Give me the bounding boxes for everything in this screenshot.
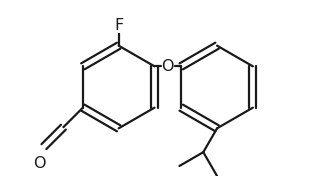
Text: O: O: [162, 59, 174, 74]
Text: F: F: [114, 18, 123, 33]
Text: O: O: [33, 156, 45, 172]
